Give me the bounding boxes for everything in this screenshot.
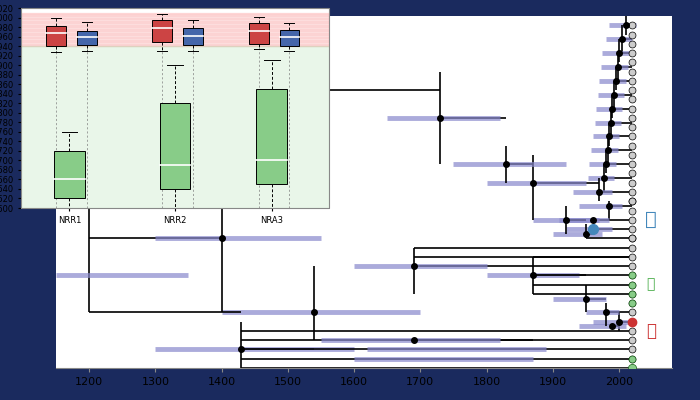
Bar — [256, 89, 287, 184]
Bar — [21, 29, 329, 31]
Bar — [21, 36, 329, 38]
Text: 🚶: 🚶 — [645, 210, 657, 229]
Bar — [54, 151, 85, 198]
Bar — [21, 21, 329, 23]
Bar — [160, 103, 190, 189]
Bar — [21, 14, 329, 16]
Bar — [21, 40, 329, 42]
Bar — [21, 33, 329, 35]
Bar — [46, 26, 66, 46]
Bar — [152, 20, 172, 42]
Bar — [77, 31, 97, 45]
Text: 🦇: 🦇 — [647, 278, 655, 292]
Bar — [248, 23, 269, 44]
Bar — [21, 44, 329, 46]
Bar — [183, 28, 202, 45]
Bar — [21, 25, 329, 27]
Bar — [21, 18, 329, 20]
Bar — [279, 30, 300, 46]
Bar — [21, 46, 329, 208]
Text: 🚶: 🚶 — [646, 322, 656, 340]
Bar — [21, 13, 329, 46]
